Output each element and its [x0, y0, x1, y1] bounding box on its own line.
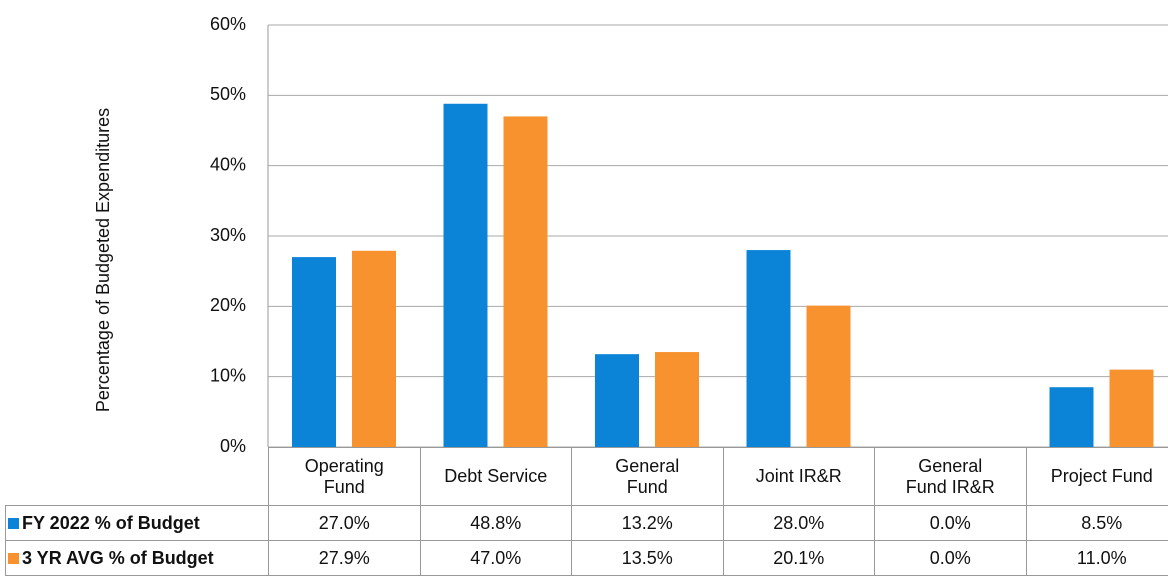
bar — [352, 250, 396, 447]
y-axis-label: Percentage of Budgeted Expenditures — [93, 108, 113, 412]
category-label: Debt Service — [419, 447, 572, 506]
y-tick-label: 0% — [220, 436, 246, 456]
category-label: General Fund IR&R — [874, 447, 1027, 506]
value-cell: 11.0% — [1025, 540, 1168, 576]
y-tick-label: 40% — [210, 154, 246, 174]
value-cell: 27.0% — [268, 505, 421, 541]
header-row: Operating Fund Debt Service General Fund Jo… — [6, 447, 1168, 506]
y-tick-label: 10% — [210, 365, 246, 385]
value-cell: 27.9% — [268, 540, 421, 576]
value-cell: 13.2% — [571, 505, 724, 541]
data-table: Operating Fund Debt Service General Fund Jo… — [5, 447, 1168, 576]
legend-swatch — [8, 552, 19, 564]
bar — [1109, 369, 1154, 447]
category-label: Operating Fund — [268, 447, 421, 506]
value-cell: 0.0% — [874, 505, 1027, 541]
bar — [595, 354, 639, 447]
series-row: 3 YR AVG % of Budget 27.9% 47.0% 13.5% 20.1%… — [5, 540, 1168, 576]
bar — [806, 305, 851, 447]
category-label: General Fund — [571, 447, 724, 506]
legend-label: FY 2022 % of Budget — [22, 512, 200, 533]
bar — [746, 250, 791, 447]
legend-label: 3 YR AVG % of Budget — [22, 547, 214, 568]
value-cell: 28.0% — [722, 505, 875, 541]
y-tick-label: 60% — [210, 14, 246, 34]
category-label: Joint IR&R — [722, 447, 875, 506]
y-tick-label: 30% — [210, 225, 246, 245]
value-cell: 20.1% — [722, 540, 875, 576]
bar — [443, 103, 488, 448]
value-cell: 0.0% — [874, 540, 1027, 576]
bar — [1049, 387, 1094, 447]
y-tick-label: 20% — [210, 295, 246, 315]
value-cell: 48.8% — [419, 505, 572, 541]
value-cell: 13.5% — [571, 540, 724, 576]
legend-cell: FY 2022 % of Budget — [5, 505, 269, 541]
bar — [292, 257, 336, 447]
corner — [6, 448, 269, 506]
y-tick-label: 50% — [210, 84, 246, 104]
legend-swatch — [8, 517, 19, 529]
series-row: FY 2022 % of Budget 27.0% 48.8% 13.2% 28.0% 0… — [5, 505, 1168, 541]
bar — [503, 116, 548, 447]
value-cell: 47.0% — [419, 540, 572, 576]
category-label: Project Fund — [1025, 447, 1168, 506]
legend-cell: 3 YR AVG % of Budget — [5, 540, 269, 576]
value-cell: 8.5% — [1025, 505, 1168, 541]
bar — [655, 352, 699, 447]
